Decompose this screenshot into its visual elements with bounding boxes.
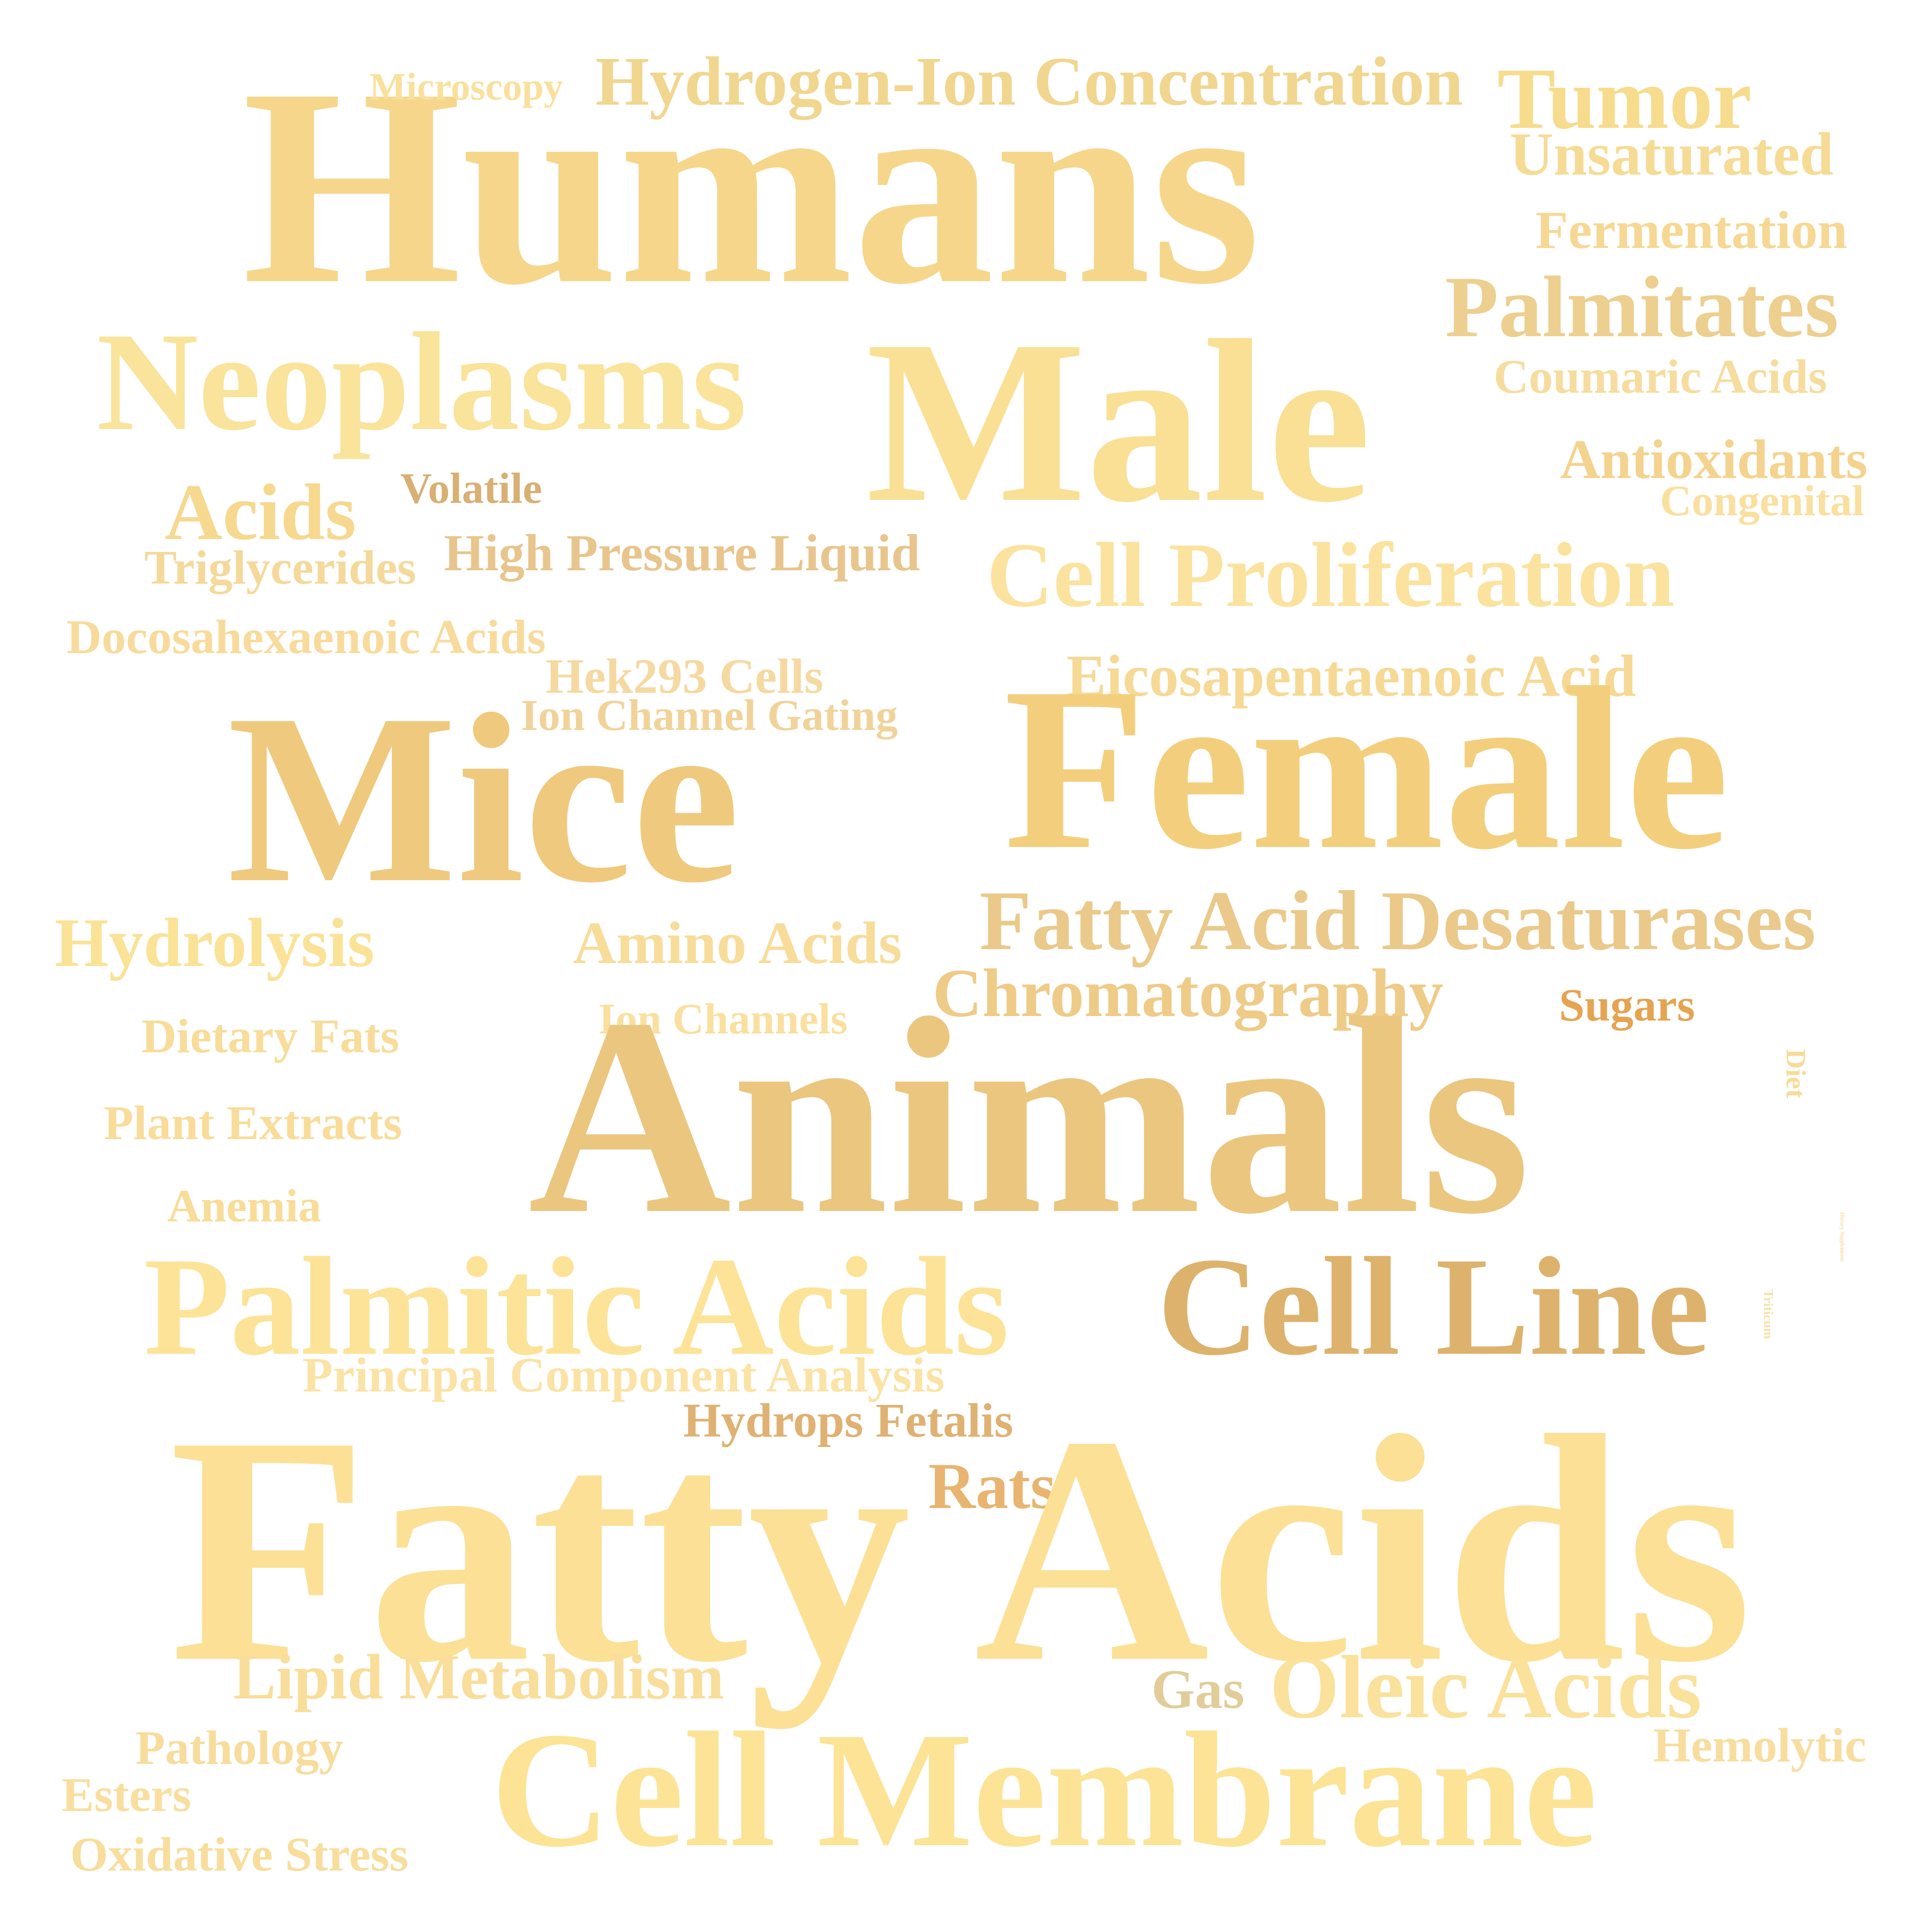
word-palmitic: Palmitic Acids	[143, 1228, 1009, 1385]
word-anemia: Anemia	[167, 1180, 321, 1232]
word-lipid-met: Lipid Metabolism	[233, 1641, 724, 1713]
word-palmitates: Palmitates	[1445, 258, 1839, 356]
word-ion-channels: Ion Channels	[598, 994, 848, 1043]
word-triticum: Triticum	[1761, 1289, 1776, 1339]
word-antioxidants: Antioxidants	[1559, 429, 1868, 491]
word-sugars: Sugars	[1558, 979, 1695, 1031]
word-neoplasms: Neoplasms	[96, 303, 747, 460]
word-gas: Gas	[1151, 1659, 1245, 1721]
word-oleic: Oleic Acids	[1269, 1637, 1702, 1737]
word-fads: Fatty Acid Desaturases	[979, 873, 1816, 968]
word-diet: Diet	[1780, 1048, 1811, 1098]
word-tumor: Tumor	[1497, 50, 1752, 147]
word-oxidative: Oxidative Stress	[70, 1828, 409, 1881]
word-fermentation: Fermentation	[1535, 201, 1848, 260]
word-hydrops: Hydrops Fetalis	[683, 1394, 1013, 1448]
word-unsaturated: Unsaturated	[1509, 121, 1834, 188]
word-hemolytic: Hemolytic	[1653, 1719, 1867, 1772]
word-male: Male	[866, 292, 1371, 550]
word-volatile: Volatile	[400, 464, 542, 513]
word-amino: Amino Acids	[573, 909, 902, 976]
word-congenital: Congenital	[1660, 476, 1865, 525]
word-coumaric: Coumaric Acids	[1494, 350, 1827, 404]
word-ion-gating: Ion Channel Gating	[521, 690, 898, 740]
word-epa: Eicosapentaenoic Acid	[1066, 642, 1636, 709]
word-fatty-acids: Fatty Acids	[169, 1369, 1752, 1730]
word-plant-extracts: Plant Extracts	[104, 1096, 402, 1150]
word-chromatography: Chromatography	[933, 955, 1443, 1031]
word-dietary-fats: Dietary Fats	[141, 1010, 399, 1063]
word-pca: Principal Component Analysis	[303, 1347, 945, 1402]
word-dietary-supplements: Dietary Supplements	[1839, 1212, 1845, 1262]
word-microscopy: Microscopy	[369, 64, 563, 108]
word-cell-membrane: Cell Membrane	[491, 1698, 1597, 1882]
word-acids: Acids	[164, 467, 357, 556]
word-hydrogen-ion: Hydrogen-Ion Concentration	[595, 43, 1463, 120]
word-esters: Esters	[62, 1768, 191, 1822]
word-hplc: High Pressure Liquid	[444, 524, 920, 582]
word-animals: Animals	[528, 959, 1531, 1272]
word-hydrolysis: Hydrolysis	[55, 905, 374, 982]
word-hek293: Hek293 Cells	[546, 650, 823, 704]
word-cell-line: Cell Line	[1157, 1228, 1710, 1385]
word-female: Female	[1003, 639, 1730, 898]
word-rats: Rats	[928, 1449, 1056, 1523]
word-mice: Mice	[227, 664, 740, 933]
word-cell-prolif: Cell Proliferation	[986, 524, 1675, 626]
word-pathology: Pathology	[135, 1721, 344, 1775]
word-triglycerides: Triglycerides	[144, 541, 416, 595]
word-humans: Humans	[242, 29, 1261, 342]
word-dha: Docosahexaenoic Acids	[66, 610, 546, 664]
